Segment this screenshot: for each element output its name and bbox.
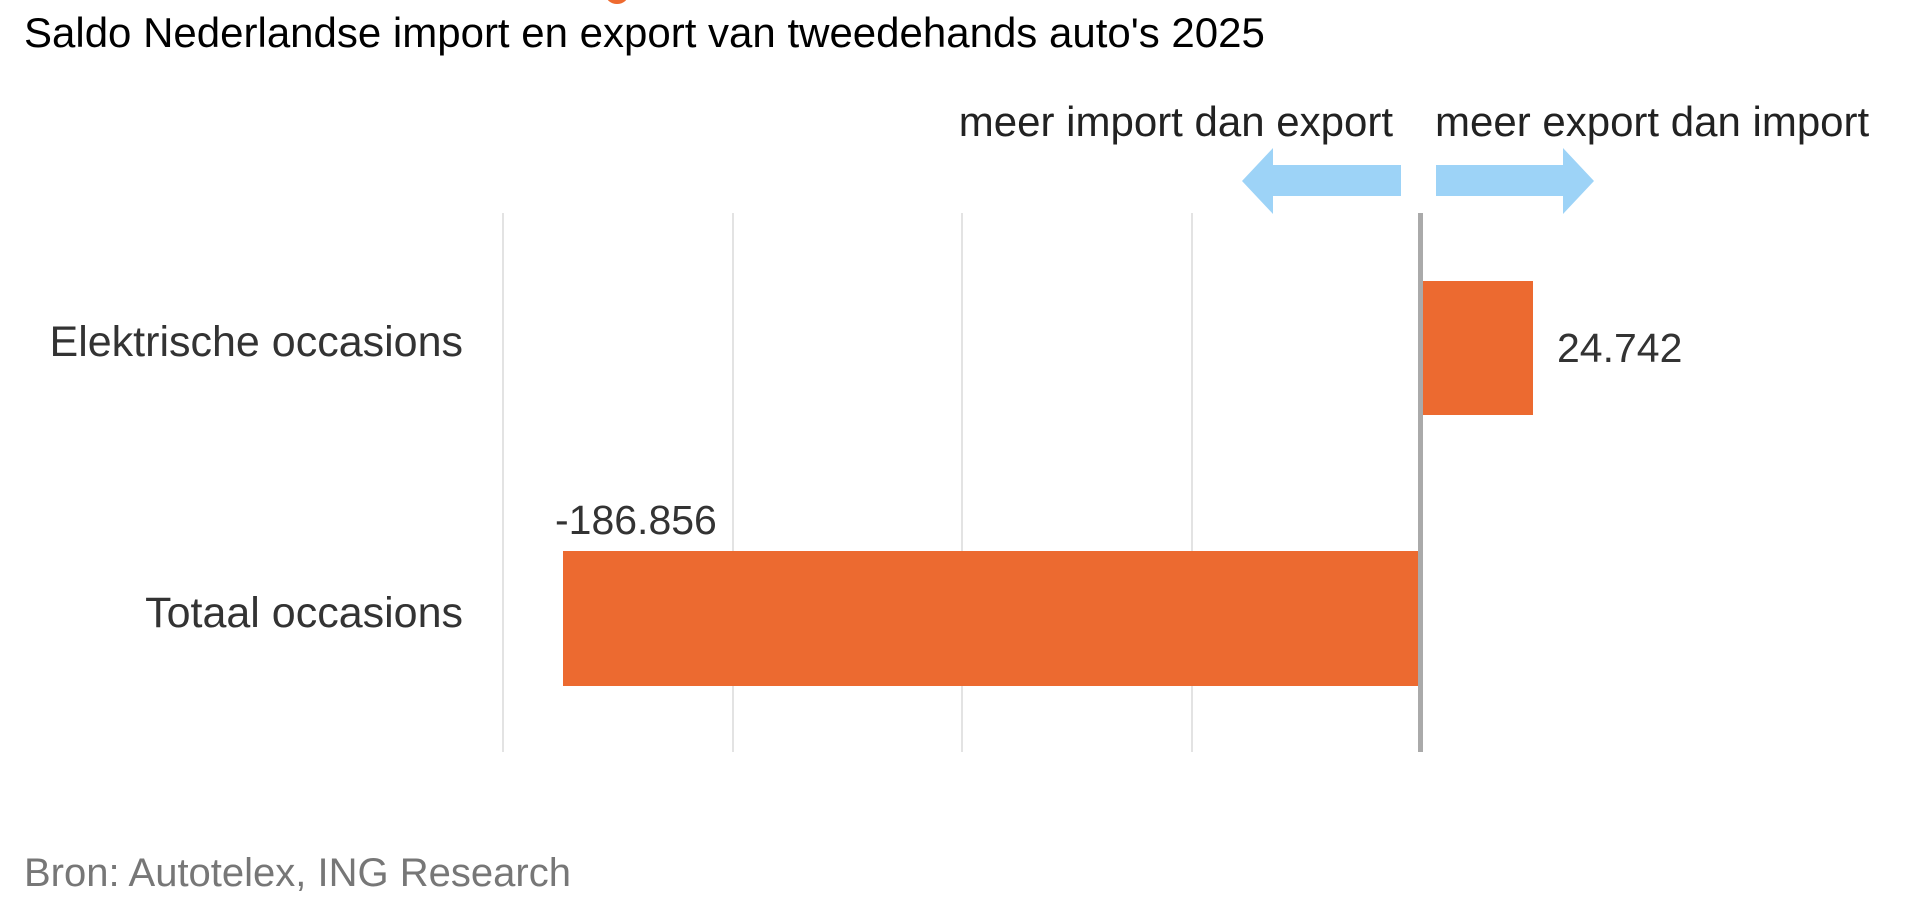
- bar-elektrische-occasions: [1422, 281, 1533, 415]
- bar-totaal-occasions: [563, 551, 1419, 686]
- decorative-orange-dot: [606, 0, 628, 4]
- category-label-totaal: Totaal occasions: [145, 589, 463, 637]
- gridline-minus-50000: [1191, 213, 1193, 752]
- category-label-elektrische: Elektrische occasions: [49, 318, 463, 366]
- source-note: Bron: Autotelex, ING Research: [24, 851, 571, 895]
- zero-axis: [1418, 213, 1423, 752]
- gridline-minus-100000: [961, 213, 963, 752]
- value-label-elektrische: 24.742: [1557, 325, 1683, 371]
- arrow-left-icon: [1242, 148, 1401, 214]
- arrow-right-icon: [1436, 148, 1594, 214]
- gridline-minus-200000: [502, 213, 504, 752]
- chart-title: Saldo Nederlandse import en export van t…: [24, 9, 1265, 56]
- gridline-minus-150000: [732, 213, 734, 752]
- annotation-more-import: meer import dan export: [958, 98, 1393, 145]
- value-label-totaal: -186.856: [555, 497, 717, 543]
- annotation-more-export: meer export dan import: [1435, 98, 1870, 145]
